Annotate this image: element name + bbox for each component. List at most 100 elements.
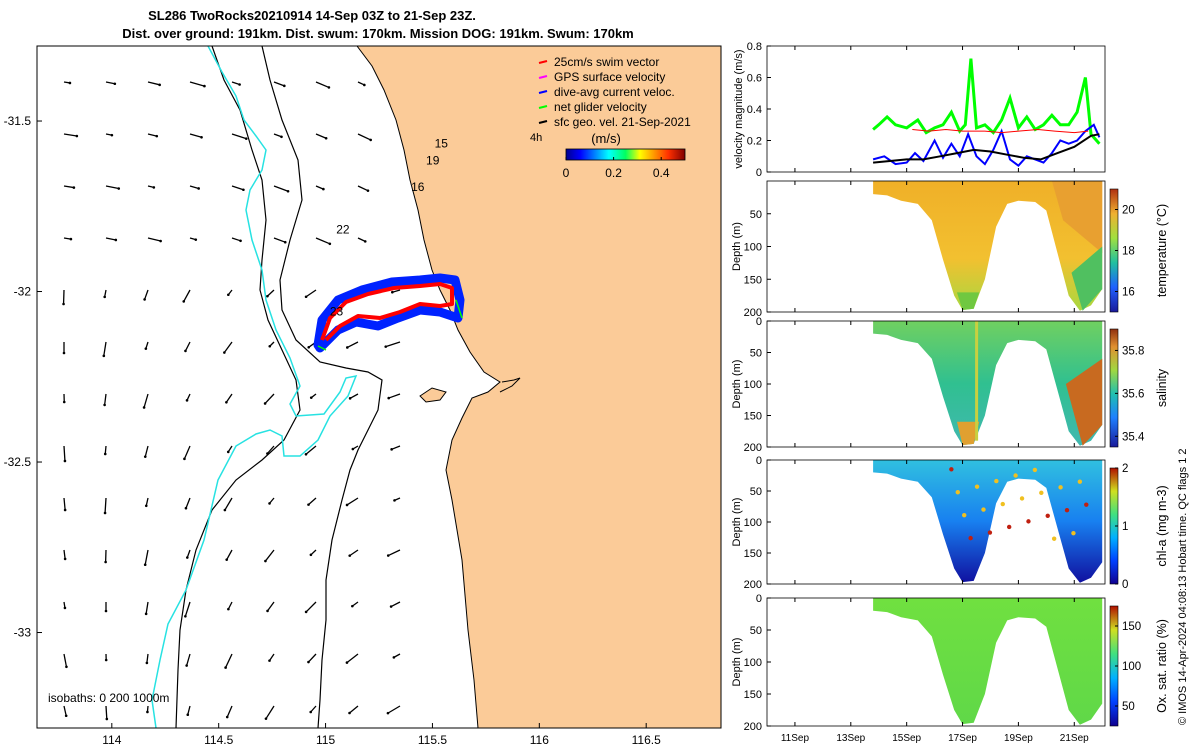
colorbar-tick-label: 0.2 — [605, 166, 622, 180]
colorbar-tick-label: 16 — [1122, 287, 1135, 299]
velocity-arrow — [103, 393, 107, 405]
velocity-arrow — [357, 185, 369, 192]
velocity-arrow-head — [197, 187, 200, 190]
velocity-arrow-head — [266, 452, 269, 455]
y-tick-label: 50 — [750, 625, 762, 637]
chl-sample-dot — [949, 467, 954, 472]
velocity-arrow-head — [184, 349, 187, 353]
temperature-section-fill — [873, 181, 1103, 311]
velocity-arrow-head — [390, 448, 393, 451]
velocity-arrow-head — [239, 239, 242, 243]
day-label-23: 23 — [330, 304, 344, 318]
velocity-arrow-head — [62, 302, 65, 306]
velocity-arrow — [144, 549, 149, 565]
colorbar-tick-label: 35.6 — [1122, 388, 1144, 400]
velocity-arrow-head — [391, 290, 394, 294]
cool-patch — [956, 292, 980, 311]
chl-sample-dot — [968, 535, 973, 541]
velocity-arrow — [315, 237, 331, 245]
velocity-bg — [767, 46, 1105, 172]
chl-a-section-fill — [873, 460, 1103, 583]
velocity-arrow — [63, 133, 77, 137]
isobath-0-shelf — [151, 46, 358, 728]
velocity-arrow-head — [104, 560, 107, 564]
velocity-arrow-head — [185, 556, 189, 559]
velocity-arrow-head — [65, 665, 68, 669]
chl-a-colorbar-label: chl-a (mg m-3) — [1155, 485, 1169, 566]
legend-swatch — [538, 105, 548, 109]
chl-sample-dot — [1077, 479, 1083, 484]
velocity-arrow-head — [307, 660, 310, 664]
velocity-arrow-head — [142, 406, 146, 409]
chl-sample-dot — [1084, 502, 1089, 507]
velocity-arrow-head — [268, 344, 272, 348]
velocity-arrow — [225, 393, 233, 403]
velocity-arrow — [264, 393, 275, 404]
chl-sample-dot — [1019, 496, 1025, 501]
velocity-arrow-head — [103, 452, 107, 456]
map-y-tick-label: -32.5 — [4, 455, 32, 469]
y-tick-label: 200 — [744, 442, 762, 454]
y-tick-label: 0.4 — [747, 104, 762, 116]
velocity-arrow — [267, 601, 275, 612]
figure-title: SL286 TwoRocks20210914 14-Sep 03Z to 21-… — [148, 8, 476, 23]
velocity-arrow — [305, 445, 317, 455]
chl-sample-dot — [994, 478, 999, 484]
velocity-arrow — [105, 185, 119, 190]
velocity-arrow-head — [366, 189, 370, 192]
legend-label: GPS surface velocity — [554, 70, 665, 84]
y-tick-label: 150 — [744, 689, 762, 701]
salty-stripe — [975, 321, 979, 441]
velocity-arrow-head — [63, 606, 67, 610]
velocity-arrow-head — [225, 715, 229, 719]
oxygen-colorbar-label: Ox. sat. ratio (%) — [1155, 619, 1169, 713]
velocity-arrow — [227, 601, 233, 610]
temperature-section: 50 100 150 200 Depth (m) 16 18 20 temperature (°… — [731, 180, 1169, 319]
velocity-arrow-head — [363, 83, 366, 87]
velocity-arrow — [264, 549, 275, 562]
velocity-arrow-head — [184, 614, 187, 618]
velocity-arrow — [187, 705, 191, 715]
velocity-arrow — [63, 497, 66, 511]
velocity-ylabel: velocity magnitude (m/s) — [733, 49, 745, 168]
velocity-arrow — [105, 237, 116, 241]
velocity-arrow-head — [227, 607, 230, 611]
velocity-arrow — [231, 133, 247, 140]
velocity-arrow-head — [351, 604, 354, 608]
velocity-arrow — [103, 341, 107, 356]
chl-sample-dot — [974, 484, 980, 489]
velocity-arrow — [185, 497, 191, 509]
velocity-arrow-head — [266, 609, 269, 613]
velocity-arrow-head — [185, 399, 189, 402]
velocity-arrow-head — [63, 508, 67, 512]
velocity-arrow-head — [264, 717, 268, 720]
velocity-arrow-head — [144, 347, 148, 350]
velocity-arrow-head — [348, 711, 351, 715]
velocity-arrow — [105, 705, 108, 720]
chl-sample-dot — [1013, 473, 1018, 478]
y-tick-label: 0.8 — [747, 41, 762, 53]
temperature-ylabel: Depth (m) — [731, 222, 743, 271]
velocity-arrow-head — [387, 396, 391, 400]
y-tick-label: 100 — [744, 517, 762, 529]
oxygen-section-fill — [873, 598, 1103, 725]
velocity-arrow-head — [389, 605, 393, 608]
oxygen-ylabel: Depth (m) — [731, 638, 743, 687]
velocity-arrow — [189, 185, 199, 190]
velocity-arrow — [104, 497, 107, 514]
velocity-arrow-head — [223, 351, 226, 354]
velocity-arrow-head — [117, 187, 121, 190]
chl-sample-dot — [1045, 513, 1050, 518]
velocity-arrow-head — [103, 403, 106, 407]
velocity-arrow-head — [242, 188, 245, 192]
velocity-arrow-head — [104, 658, 108, 662]
velocity-arrow — [63, 705, 67, 716]
footer-credit: © IMOS 14-Apr-2024 04:08:13 Hobart time.… — [1177, 448, 1189, 725]
colorbar-tick-label: 0 — [1122, 579, 1128, 591]
velocity-arrow — [387, 549, 401, 557]
velocity-arrow-head — [103, 295, 106, 299]
velocity-arrow — [388, 393, 401, 399]
velocity-arrow-head — [143, 455, 147, 458]
